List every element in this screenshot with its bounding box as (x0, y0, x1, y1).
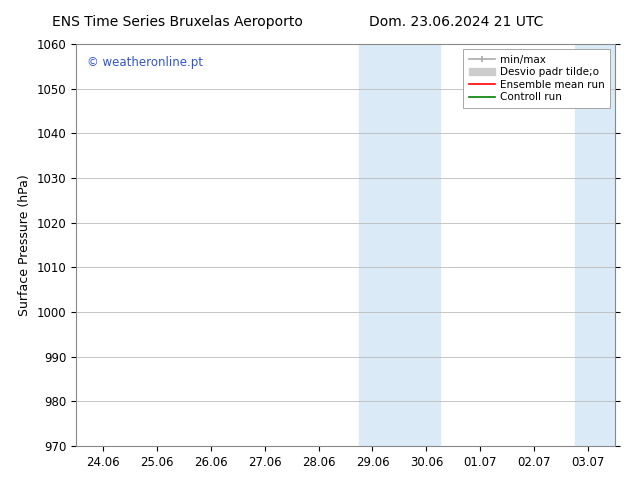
Y-axis label: Surface Pressure (hPa): Surface Pressure (hPa) (18, 174, 31, 316)
Bar (574, 44, 615, 446)
Legend: min/max, Desvio padr tilde;o, Ensemble mean run, Controll run: min/max, Desvio padr tilde;o, Ensemble m… (463, 49, 610, 107)
Text: ENS Time Series Bruxelas Aeroporto: ENS Time Series Bruxelas Aeroporto (52, 15, 303, 29)
Text: © weatheronline.pt: © weatheronline.pt (87, 56, 203, 69)
Text: Dom. 23.06.2024 21 UTC: Dom. 23.06.2024 21 UTC (369, 15, 544, 29)
Bar (359, 44, 440, 446)
